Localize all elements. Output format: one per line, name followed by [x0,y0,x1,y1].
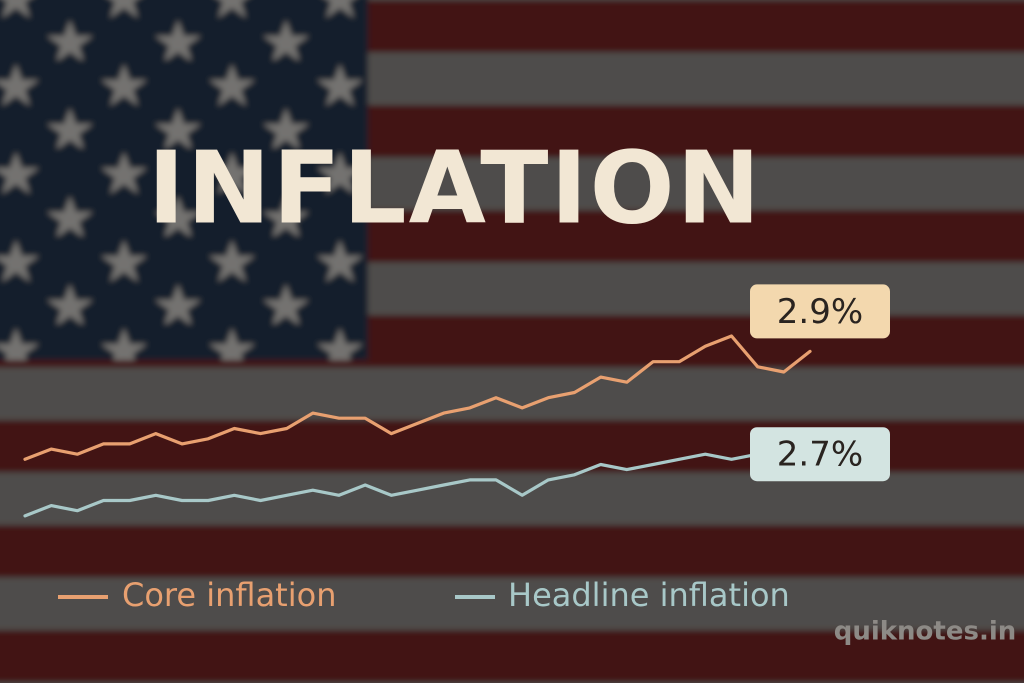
value-label-box [750,284,890,339]
series-line [23,334,812,461]
series-line [23,452,760,518]
value-label-box [750,427,890,482]
chart-title: INFLATION [148,129,763,246]
value-label: 2.9% [777,292,863,332]
legend-label: Core inflation [122,576,336,614]
legend-label: Headline inflation [508,576,790,614]
watermark: quiknotes.in [834,617,1017,647]
value-label: 2.7% [777,435,863,475]
